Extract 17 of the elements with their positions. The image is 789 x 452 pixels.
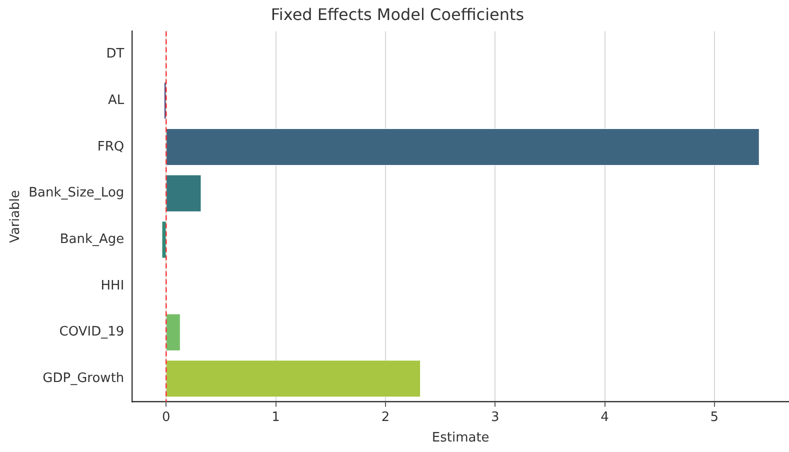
- y-tick-label: COVID_19: [59, 324, 124, 340]
- x-tick-label: 0: [162, 410, 170, 425]
- y-tick-label: DT: [106, 46, 124, 62]
- x-tick-label: 1: [272, 410, 280, 425]
- y-tick-label: HHI: [100, 278, 124, 294]
- x-axis-title: Estimate: [432, 430, 490, 446]
- y-tick-label: Bank_Age: [60, 232, 124, 248]
- chart-title: Fixed Effects Model Coefficients: [270, 4, 524, 24]
- y-tick-label: Bank_Size_Log: [28, 186, 124, 201]
- x-tick-label: 2: [381, 410, 390, 425]
- y-tick-label: AL: [108, 93, 125, 108]
- x-tick-label: 5: [710, 410, 719, 425]
- x-tick-label: 3: [490, 410, 500, 425]
- y-tick-label: GDP_Growth: [42, 371, 124, 386]
- y-tick-label: FRQ: [97, 139, 124, 154]
- x-tick-label: 4: [600, 410, 609, 425]
- y-axis-title: Variable: [8, 190, 24, 243]
